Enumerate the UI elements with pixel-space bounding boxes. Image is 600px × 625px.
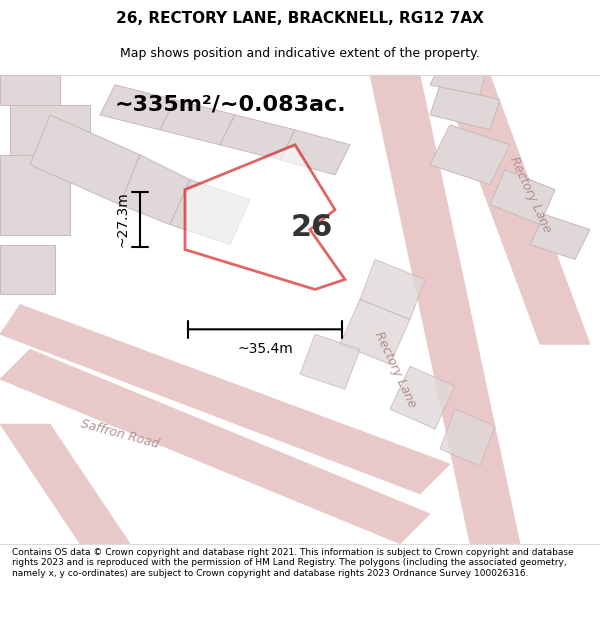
Text: ~35.4m: ~35.4m: [237, 342, 293, 356]
Text: Contains OS data © Crown copyright and database right 2021. This information is : Contains OS data © Crown copyright and d…: [12, 548, 574, 578]
Polygon shape: [360, 259, 425, 319]
Polygon shape: [160, 100, 235, 145]
Text: 26: 26: [290, 213, 332, 242]
Polygon shape: [10, 105, 90, 155]
Text: Rectory Lane: Rectory Lane: [506, 154, 553, 235]
Polygon shape: [530, 214, 590, 259]
Polygon shape: [185, 145, 345, 289]
Text: ~335m²/~0.083ac.: ~335m²/~0.083ac.: [114, 95, 346, 115]
Text: Rectory Lane: Rectory Lane: [371, 329, 418, 409]
Polygon shape: [370, 75, 520, 544]
Polygon shape: [120, 155, 190, 224]
Text: Saffron Road: Saffron Road: [79, 418, 161, 451]
Text: ~27.3m: ~27.3m: [115, 192, 129, 248]
Polygon shape: [0, 75, 60, 105]
Polygon shape: [430, 75, 485, 95]
Polygon shape: [0, 304, 450, 494]
Polygon shape: [0, 244, 55, 294]
Text: 26, RECTORY LANE, BRACKNELL, RG12 7AX: 26, RECTORY LANE, BRACKNELL, RG12 7AX: [116, 11, 484, 26]
Polygon shape: [440, 409, 495, 466]
Polygon shape: [0, 349, 430, 544]
Polygon shape: [430, 125, 510, 185]
Polygon shape: [100, 85, 175, 130]
Polygon shape: [220, 115, 295, 160]
Text: Map shows position and indicative extent of the property.: Map shows position and indicative extent…: [120, 48, 480, 61]
Polygon shape: [0, 155, 70, 234]
Polygon shape: [30, 115, 140, 204]
Polygon shape: [0, 424, 130, 544]
Polygon shape: [340, 299, 410, 364]
Polygon shape: [430, 85, 500, 130]
Polygon shape: [440, 75, 590, 344]
Polygon shape: [390, 366, 455, 429]
Polygon shape: [300, 334, 360, 389]
Polygon shape: [280, 130, 350, 175]
Polygon shape: [170, 180, 250, 244]
Polygon shape: [490, 170, 555, 224]
